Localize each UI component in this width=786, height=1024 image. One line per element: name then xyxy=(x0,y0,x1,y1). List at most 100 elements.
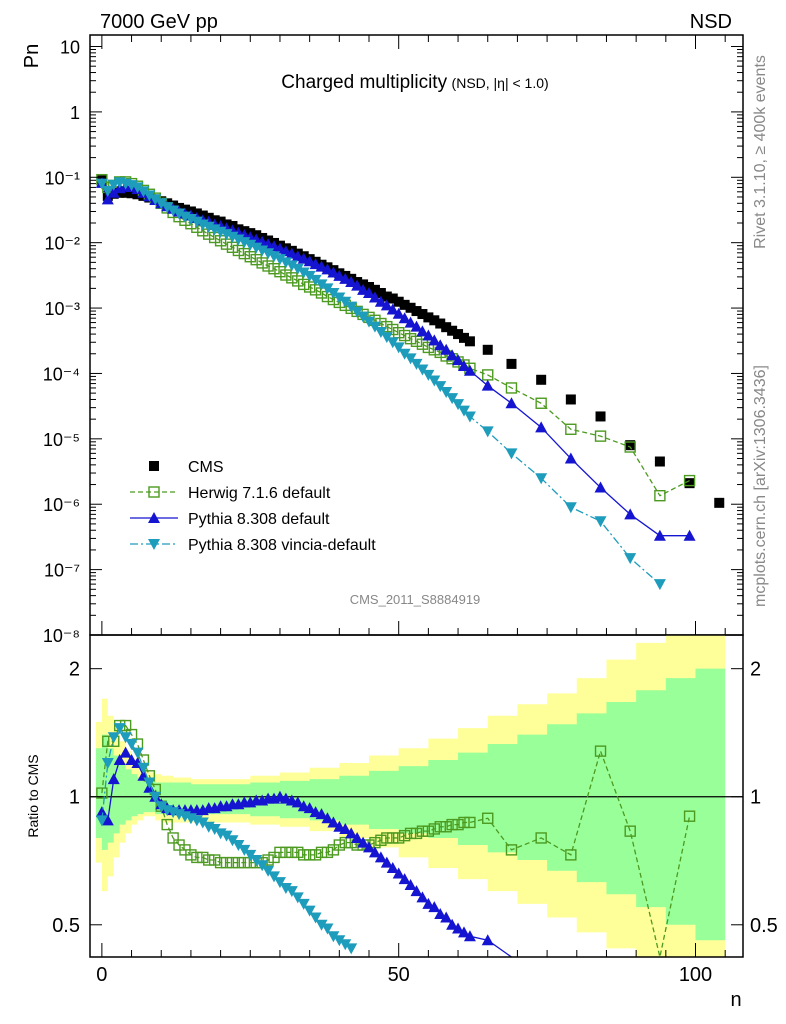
data-point xyxy=(398,312,411,324)
data-point xyxy=(428,334,441,346)
data-point xyxy=(333,839,346,851)
data-point xyxy=(286,846,298,859)
data-point xyxy=(333,292,346,304)
data-point xyxy=(624,441,636,453)
legend: CMS Herwig 7.1.6 default Pythia 8.308 defa… xyxy=(130,459,376,554)
data-point xyxy=(250,253,262,266)
data-point xyxy=(422,897,435,909)
data-point xyxy=(505,844,518,856)
data-point xyxy=(386,337,399,349)
data-point xyxy=(683,529,696,541)
side-label-mcplots: mcplots.cern.ch [arXiv:1306.3436] xyxy=(752,365,769,607)
data-point xyxy=(95,178,108,190)
data-point xyxy=(297,898,310,910)
data-point xyxy=(398,329,411,342)
ratio-y-tick-label-right: 2 xyxy=(750,659,761,681)
data-point xyxy=(327,931,340,943)
data-point xyxy=(131,747,144,759)
data-point xyxy=(369,284,380,295)
data-point xyxy=(244,239,257,251)
data-point xyxy=(452,399,465,411)
data-point xyxy=(410,827,423,840)
data-point xyxy=(315,808,328,820)
y-tick-label: 10⁻⁶ xyxy=(43,495,80,515)
data-point xyxy=(333,935,346,947)
data-point xyxy=(232,244,245,257)
x-tick-label: 50 xyxy=(388,964,410,986)
data-point xyxy=(481,379,494,391)
data-point xyxy=(481,426,494,438)
data-point xyxy=(357,311,370,323)
data-point xyxy=(113,753,126,765)
data-point xyxy=(101,758,114,770)
data-point xyxy=(351,279,364,291)
data-point xyxy=(422,825,435,837)
data-point xyxy=(393,296,404,307)
data-point xyxy=(208,823,221,835)
data-point xyxy=(410,885,423,897)
data-point xyxy=(107,186,120,198)
data-point xyxy=(422,341,435,354)
data-point xyxy=(167,205,180,217)
data-point xyxy=(155,198,168,210)
data-point xyxy=(374,295,387,307)
data-point xyxy=(268,871,281,883)
data-point xyxy=(298,278,310,291)
data-point xyxy=(298,849,310,861)
data-point xyxy=(113,723,126,735)
data-point xyxy=(256,257,268,269)
y-tick-label: 10⁻⁸ xyxy=(43,626,80,646)
data-point xyxy=(315,846,328,859)
data-point xyxy=(416,825,429,837)
data-point xyxy=(120,187,131,198)
data-point xyxy=(327,266,340,278)
data-point xyxy=(434,821,446,833)
data-point xyxy=(594,745,607,757)
data-point xyxy=(339,822,352,834)
data-point xyxy=(398,348,411,360)
data-point xyxy=(95,806,108,818)
data-point xyxy=(535,473,548,485)
data-point xyxy=(428,823,441,835)
data-point xyxy=(363,316,376,328)
data-point xyxy=(137,762,150,774)
data-point xyxy=(345,276,358,288)
data-point xyxy=(268,262,280,275)
data-point xyxy=(214,856,227,869)
series-line xyxy=(101,182,690,537)
data-point xyxy=(463,364,476,376)
data-point xyxy=(274,265,286,278)
data-point xyxy=(273,254,286,266)
data-point xyxy=(386,303,399,315)
y-tick-label: 10⁻² xyxy=(44,234,80,254)
data-point xyxy=(392,832,405,844)
data-point xyxy=(416,325,429,337)
data-point xyxy=(446,349,459,361)
data-point xyxy=(683,810,696,822)
x-tick-label: 0 xyxy=(96,964,107,986)
series-line xyxy=(101,724,691,958)
data-point xyxy=(292,275,304,287)
data-point xyxy=(564,452,577,464)
data-point xyxy=(440,821,452,833)
data-point xyxy=(565,849,577,861)
series-pythia-8-308-vincia-default xyxy=(95,177,666,591)
data-point xyxy=(411,306,422,317)
data-point xyxy=(624,553,637,565)
data-point xyxy=(161,202,174,214)
data-point xyxy=(387,832,399,844)
data-point xyxy=(434,339,447,351)
data-point xyxy=(440,387,453,399)
x-axis-label: n xyxy=(730,989,741,1011)
data-point xyxy=(274,846,286,859)
top-panel: Charged multiplicity (NSD, |η| < 1.0) CM… xyxy=(21,34,744,646)
data-point xyxy=(363,841,376,853)
data-point xyxy=(387,293,398,304)
series-cms xyxy=(96,175,725,508)
data-point xyxy=(292,846,304,859)
data-point xyxy=(208,854,221,866)
x-tick-label: 100 xyxy=(679,964,712,986)
data-point xyxy=(357,283,370,295)
data-point xyxy=(440,343,453,355)
